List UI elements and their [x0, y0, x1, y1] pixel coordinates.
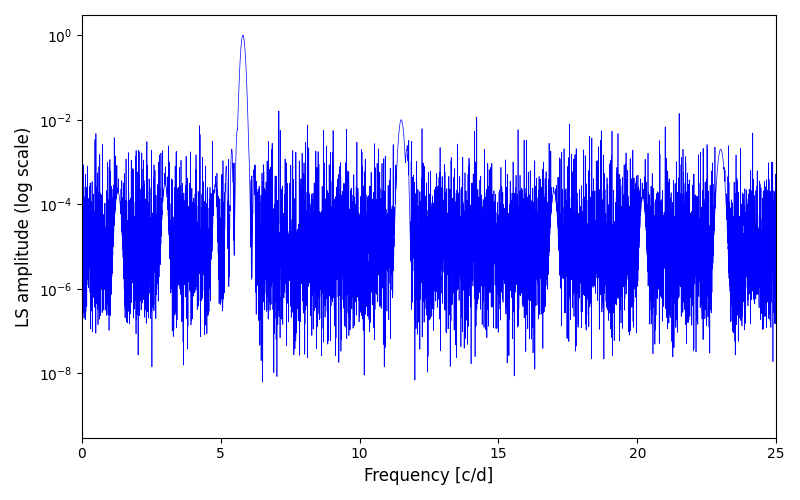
Y-axis label: LS amplitude (log scale): LS amplitude (log scale) [15, 126, 33, 326]
X-axis label: Frequency [c/d]: Frequency [c/d] [364, 467, 494, 485]
